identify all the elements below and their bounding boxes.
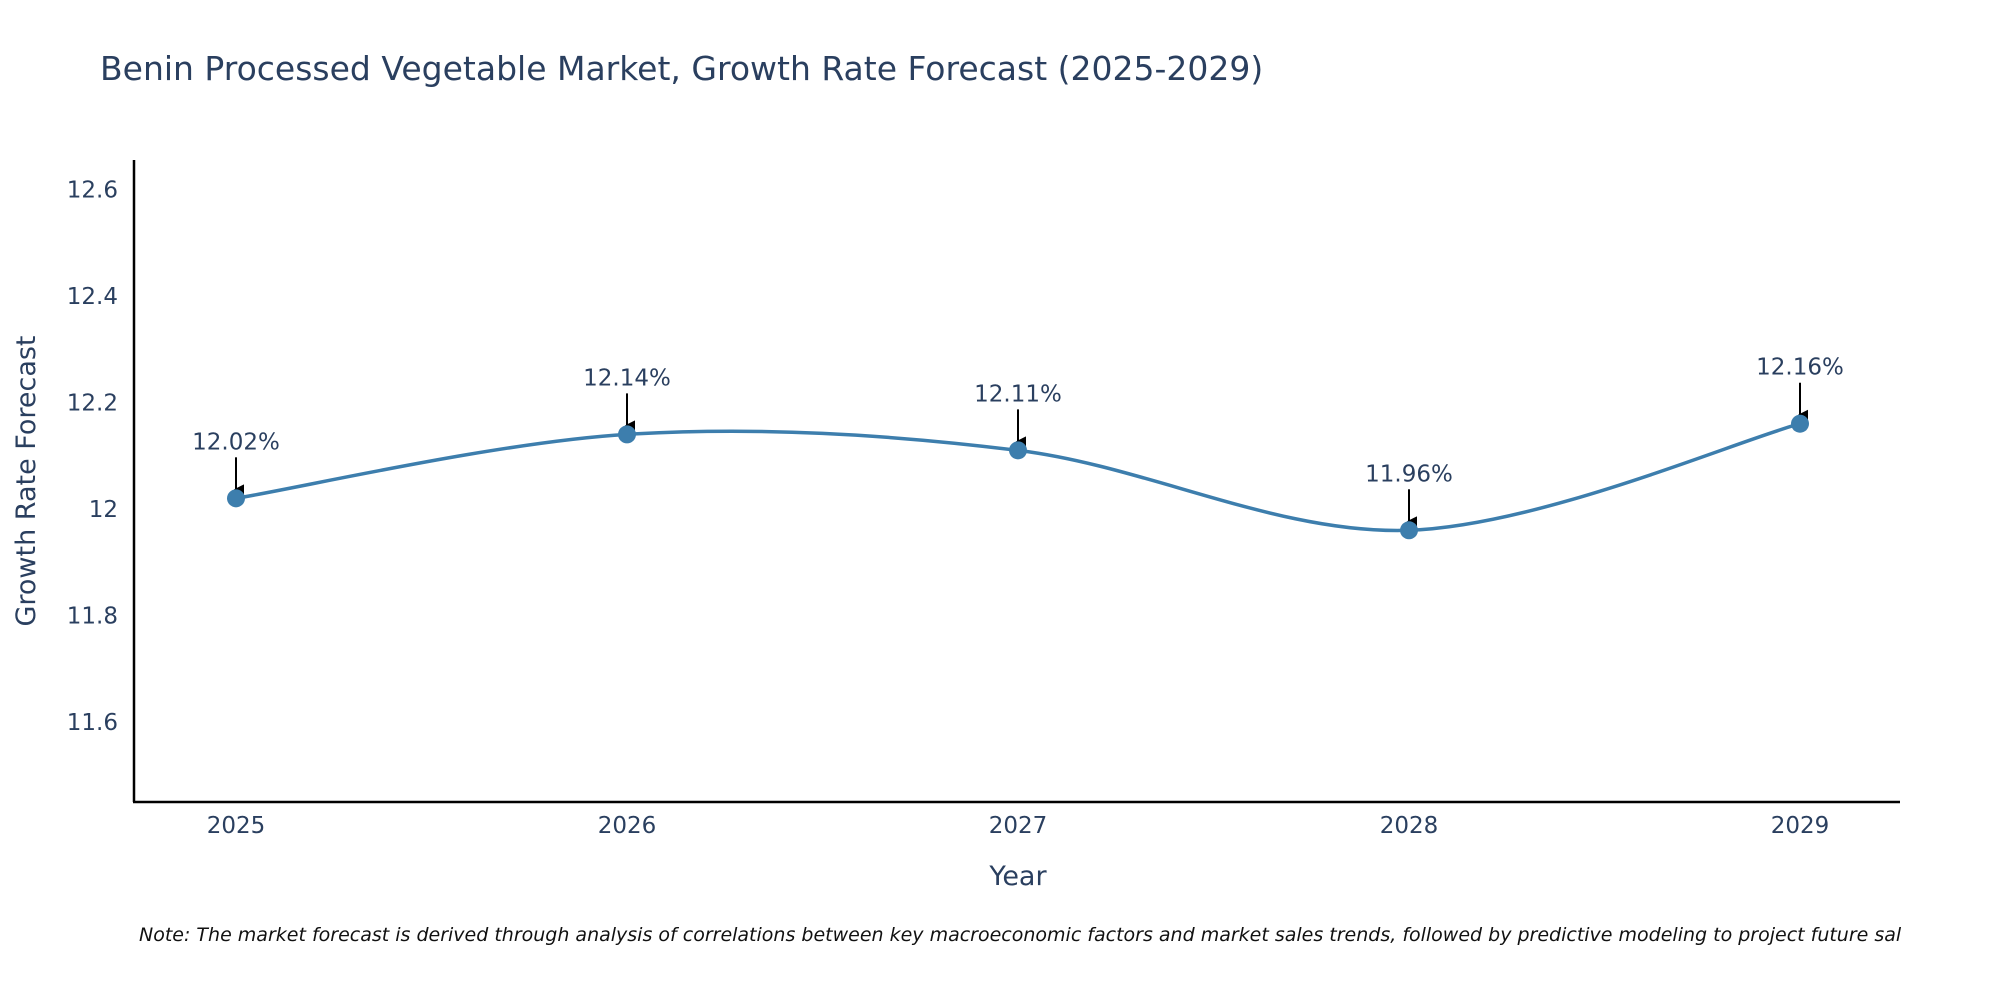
- x-tick-label: 2025: [207, 813, 266, 839]
- chart-title: Benin Processed Vegetable Market, Growth…: [100, 49, 1263, 88]
- y-tick-label: 12.2: [67, 390, 118, 416]
- x-tick-label: 2027: [989, 813, 1048, 839]
- data-markers: [227, 414, 1809, 540]
- data-point: [1791, 414, 1809, 433]
- data-point: [227, 489, 245, 508]
- x-axis-ticks: 2025 2026 2027 2028 2029: [207, 813, 1830, 839]
- data-point: [1400, 521, 1418, 540]
- y-tick-label: 12.4: [67, 284, 118, 310]
- y-tick-label: 11.6: [67, 710, 118, 736]
- x-axis-title: Year: [988, 861, 1047, 892]
- data-annotations: 12.02% 12.14% 12.11% 11.96% 12.16%: [192, 355, 1844, 527]
- data-label: 11.96%: [1365, 461, 1453, 487]
- data-point: [618, 425, 636, 444]
- y-axis-ticks: 11.6 11.8 12 12.2 12.4 12.6: [67, 177, 118, 736]
- data-point: [1009, 441, 1027, 460]
- y-tick-label: 11.8: [67, 604, 118, 630]
- x-tick-label: 2028: [1380, 813, 1439, 839]
- data-label: 12.11%: [974, 381, 1062, 407]
- data-label: 12.02%: [192, 429, 280, 455]
- x-tick-label: 2029: [1771, 813, 1830, 839]
- data-label: 12.16%: [1756, 355, 1844, 381]
- y-tick-label: 12: [89, 497, 118, 523]
- y-tick-label: 12.6: [67, 177, 118, 203]
- chart-note: Note: The market forecast is derived thr…: [139, 924, 1902, 946]
- y-axis-title: Growth Rate Forecast: [11, 335, 42, 626]
- x-tick-label: 2026: [598, 813, 657, 839]
- data-label: 12.14%: [583, 365, 671, 391]
